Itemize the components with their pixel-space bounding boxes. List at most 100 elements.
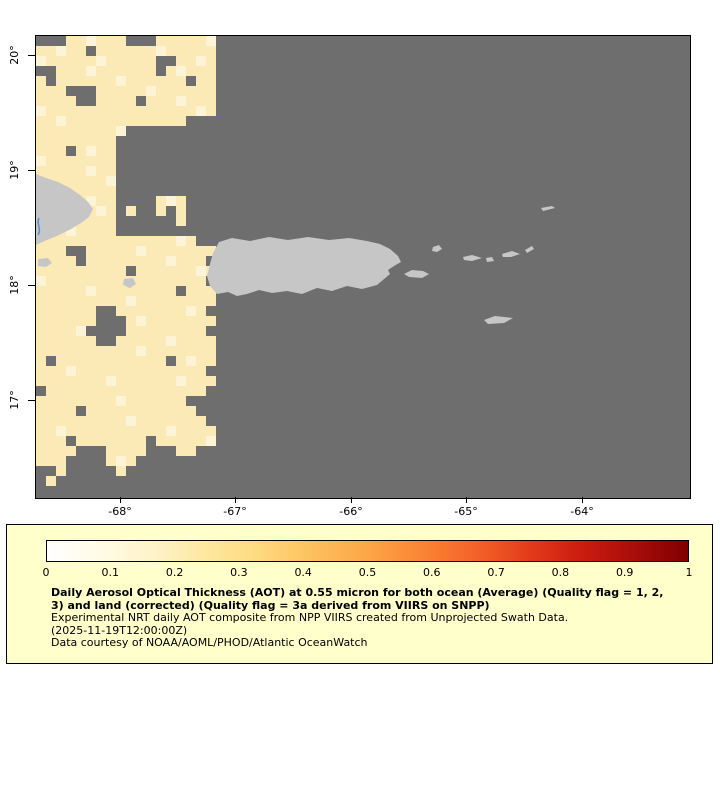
aot-cell (166, 246, 176, 256)
aot-cell (156, 286, 166, 296)
aot-cell (136, 66, 146, 76)
aot-cell (136, 316, 146, 326)
aot-cell (116, 386, 126, 396)
aot-cell (56, 346, 66, 356)
aot-cell (106, 36, 116, 46)
aot-cell (86, 176, 96, 186)
aot-cell (56, 46, 66, 56)
aot-cell (76, 236, 86, 246)
aot-cell (86, 316, 96, 326)
aot-cell (116, 366, 126, 376)
aot-cell (46, 296, 56, 306)
aot-cell (146, 56, 156, 66)
aot-cell (86, 356, 96, 366)
aot-cell (156, 356, 166, 366)
aot-cell (206, 296, 216, 306)
aot-cell (206, 106, 216, 116)
aot-cell (36, 286, 46, 296)
aot-cell (126, 326, 136, 336)
aot-cell (56, 336, 66, 346)
aot-cell (116, 76, 126, 86)
aot-cell (106, 426, 116, 436)
aot-cell (146, 386, 156, 396)
land-layer (36, 174, 555, 324)
aot-cell (146, 296, 156, 306)
aot-cell (186, 106, 196, 116)
aot-cell (136, 296, 146, 306)
aot-cell (166, 346, 176, 356)
legend-timestamp: (2025-11-19T12:00:00Z) (51, 623, 188, 637)
aot-cell (66, 256, 76, 266)
aot-cell (176, 446, 186, 456)
aot-cell (166, 396, 176, 406)
aot-cell (166, 336, 176, 346)
aot-cell (66, 276, 76, 286)
aot-cell (56, 56, 66, 66)
aot-cell (36, 436, 46, 446)
legend-panel: 0 0.1 0.2 0.3 0.4 0.5 0.6 0.7 0.8 0.9 1 Daily Aero… (6, 524, 713, 664)
aot-cell (166, 276, 176, 286)
aot-cell (76, 426, 86, 436)
aot-cell (96, 76, 106, 86)
aot-cell (86, 346, 96, 356)
aot-cell (146, 116, 156, 126)
aot-cell (136, 386, 146, 396)
aot-cell (96, 286, 106, 296)
aot-cell (136, 396, 146, 406)
aot-cell (96, 36, 106, 46)
aot-cell (96, 186, 106, 196)
aot-cell (146, 356, 156, 366)
aot-cell (106, 276, 116, 286)
aot-cell (76, 136, 86, 146)
aot-cell (176, 346, 186, 356)
aot-cell (46, 246, 56, 256)
aot-cell (96, 216, 106, 226)
aot-cell (76, 126, 86, 136)
aot-cell (126, 336, 136, 346)
aot-cell (146, 66, 156, 76)
aot-cell (106, 296, 116, 306)
aot-cell (36, 266, 46, 276)
colorbar-tick-label: 0.1 (101, 566, 120, 579)
aot-cell (116, 106, 126, 116)
aot-cell (66, 76, 76, 86)
aot-cell (116, 66, 126, 76)
aot-cell (156, 196, 166, 206)
st-thomas-island (463, 255, 482, 261)
aot-cell (186, 376, 196, 386)
aot-cell (36, 326, 46, 336)
aot-cell (86, 286, 96, 296)
aot-cell (176, 96, 186, 106)
aot-cell (96, 176, 106, 186)
st-john-island (486, 257, 494, 262)
aot-cell (146, 426, 156, 436)
aot-cell (206, 56, 216, 66)
aot-cell (56, 156, 66, 166)
aot-cell (206, 376, 216, 386)
aot-cell (136, 336, 146, 346)
aot-cell (96, 96, 106, 106)
aot-cell (126, 106, 136, 116)
aot-cell (46, 156, 56, 166)
aot-cell (136, 106, 146, 116)
aot-cell (146, 316, 156, 326)
aot-cell (76, 116, 86, 126)
aot-cell (86, 246, 96, 256)
aot-cell (156, 46, 166, 56)
aot-cell (156, 376, 166, 386)
aot-cell (76, 66, 86, 76)
aot-cell (176, 296, 186, 306)
aot-cell (126, 56, 136, 66)
aot-cell (36, 396, 46, 406)
aot-cell (126, 286, 136, 296)
aot-cell (36, 56, 46, 66)
aot-cell (86, 336, 96, 346)
aot-cell (176, 336, 186, 346)
aot-cell (116, 416, 126, 426)
aot-cell (36, 456, 46, 466)
aot-cell (86, 376, 96, 386)
aot-cell (136, 356, 146, 366)
aot-cell (46, 136, 56, 146)
aot-cell (86, 406, 96, 416)
aot-cell (36, 246, 46, 256)
